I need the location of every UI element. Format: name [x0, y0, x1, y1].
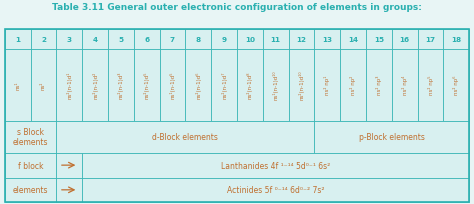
FancyBboxPatch shape — [263, 30, 289, 49]
Text: 10: 10 — [245, 37, 255, 42]
FancyBboxPatch shape — [340, 30, 366, 49]
Text: ns¹: ns¹ — [15, 81, 20, 89]
FancyBboxPatch shape — [211, 30, 237, 49]
FancyBboxPatch shape — [211, 49, 237, 121]
Text: 6: 6 — [144, 37, 149, 42]
FancyBboxPatch shape — [185, 30, 211, 49]
Text: Lanthanides 4f ¹⁻¹⁴ 5d⁰⁻¹ 6s²: Lanthanides 4f ¹⁻¹⁴ 5d⁰⁻¹ 6s² — [221, 161, 330, 170]
Text: ns¹(n-1)d¹⁰: ns¹(n-1)d¹⁰ — [273, 70, 279, 100]
Text: ns²(n-1)d³: ns²(n-1)d³ — [118, 71, 124, 99]
FancyBboxPatch shape — [263, 49, 289, 121]
Text: 14: 14 — [348, 37, 358, 42]
FancyBboxPatch shape — [5, 178, 56, 202]
FancyBboxPatch shape — [237, 30, 263, 49]
FancyBboxPatch shape — [56, 30, 82, 49]
Text: 15: 15 — [374, 37, 384, 42]
FancyBboxPatch shape — [366, 49, 392, 121]
FancyBboxPatch shape — [340, 49, 366, 121]
FancyBboxPatch shape — [444, 30, 469, 49]
FancyBboxPatch shape — [418, 49, 444, 121]
FancyBboxPatch shape — [56, 49, 82, 121]
Text: ns¹(n-1)d⁵: ns¹(n-1)d⁵ — [170, 71, 175, 99]
FancyBboxPatch shape — [418, 30, 444, 49]
Text: 2: 2 — [41, 37, 46, 42]
Text: d-Block elements: d-Block elements — [153, 132, 219, 141]
Text: s Block
elements: s Block elements — [13, 127, 48, 146]
Text: ns²(n-1)d²: ns²(n-1)d² — [92, 72, 98, 99]
FancyBboxPatch shape — [314, 121, 469, 153]
FancyBboxPatch shape — [366, 30, 392, 49]
Text: Table 3.11 General outer electronic configuration of elements in groups:: Table 3.11 General outer electronic conf… — [52, 3, 422, 12]
FancyBboxPatch shape — [56, 178, 82, 202]
Text: elements: elements — [13, 185, 48, 194]
FancyBboxPatch shape — [108, 30, 134, 49]
FancyBboxPatch shape — [5, 30, 30, 49]
FancyBboxPatch shape — [160, 49, 185, 121]
FancyBboxPatch shape — [30, 49, 56, 121]
Text: ns²(n-1)d¹⁰: ns²(n-1)d¹⁰ — [299, 70, 304, 100]
Text: ns²(n-1)d⁸: ns²(n-1)d⁸ — [247, 71, 253, 99]
FancyBboxPatch shape — [185, 49, 211, 121]
FancyBboxPatch shape — [134, 49, 160, 121]
Text: 17: 17 — [426, 37, 436, 42]
Text: ns² np¹: ns² np¹ — [324, 75, 330, 95]
Text: 12: 12 — [297, 37, 307, 42]
FancyBboxPatch shape — [56, 153, 82, 178]
Text: ns² np⁶: ns² np⁶ — [453, 75, 459, 95]
Text: ns² np³: ns² np³ — [376, 75, 382, 95]
Text: ns²(n-1)d¹: ns²(n-1)d¹ — [66, 72, 72, 99]
Text: ns²(n-1)d⁵: ns²(n-1)d⁵ — [144, 71, 150, 99]
FancyBboxPatch shape — [134, 30, 160, 49]
Text: Actinides 5f ⁰⁻¹⁴ 6d⁰⁻² 7s²: Actinides 5f ⁰⁻¹⁴ 6d⁰⁻² 7s² — [227, 185, 325, 194]
Text: 16: 16 — [400, 37, 410, 42]
Text: 18: 18 — [451, 37, 461, 42]
Text: ns² np²: ns² np² — [350, 75, 356, 95]
FancyBboxPatch shape — [108, 49, 134, 121]
FancyBboxPatch shape — [314, 30, 340, 49]
Text: 8: 8 — [196, 37, 201, 42]
Text: f block: f block — [18, 161, 43, 170]
Text: ns² np⁵: ns² np⁵ — [428, 75, 434, 95]
FancyBboxPatch shape — [314, 49, 340, 121]
FancyBboxPatch shape — [289, 30, 314, 49]
FancyBboxPatch shape — [82, 178, 469, 202]
Text: 9: 9 — [221, 37, 227, 42]
Text: ns²(n-1)d⁷: ns²(n-1)d⁷ — [221, 71, 227, 99]
Text: ns²(n-1)d⁶: ns²(n-1)d⁶ — [195, 72, 201, 99]
Text: ns²: ns² — [41, 81, 46, 89]
Text: 4: 4 — [92, 37, 98, 42]
Text: 11: 11 — [271, 37, 281, 42]
Text: 1: 1 — [15, 37, 20, 42]
Text: ns² np⁴: ns² np⁴ — [402, 75, 408, 95]
FancyBboxPatch shape — [82, 49, 108, 121]
FancyBboxPatch shape — [5, 121, 56, 153]
FancyBboxPatch shape — [392, 30, 418, 49]
FancyBboxPatch shape — [82, 30, 108, 49]
Text: p-Block elements: p-Block elements — [359, 132, 425, 141]
FancyBboxPatch shape — [444, 49, 469, 121]
FancyBboxPatch shape — [30, 30, 56, 49]
FancyBboxPatch shape — [56, 121, 314, 153]
FancyBboxPatch shape — [392, 49, 418, 121]
FancyBboxPatch shape — [160, 30, 185, 49]
Text: 13: 13 — [322, 37, 332, 42]
FancyBboxPatch shape — [5, 153, 56, 178]
FancyBboxPatch shape — [289, 49, 314, 121]
Text: 7: 7 — [170, 37, 175, 42]
FancyBboxPatch shape — [5, 49, 30, 121]
FancyBboxPatch shape — [237, 49, 263, 121]
Text: 5: 5 — [118, 37, 123, 42]
Text: 3: 3 — [67, 37, 72, 42]
FancyBboxPatch shape — [82, 153, 469, 178]
